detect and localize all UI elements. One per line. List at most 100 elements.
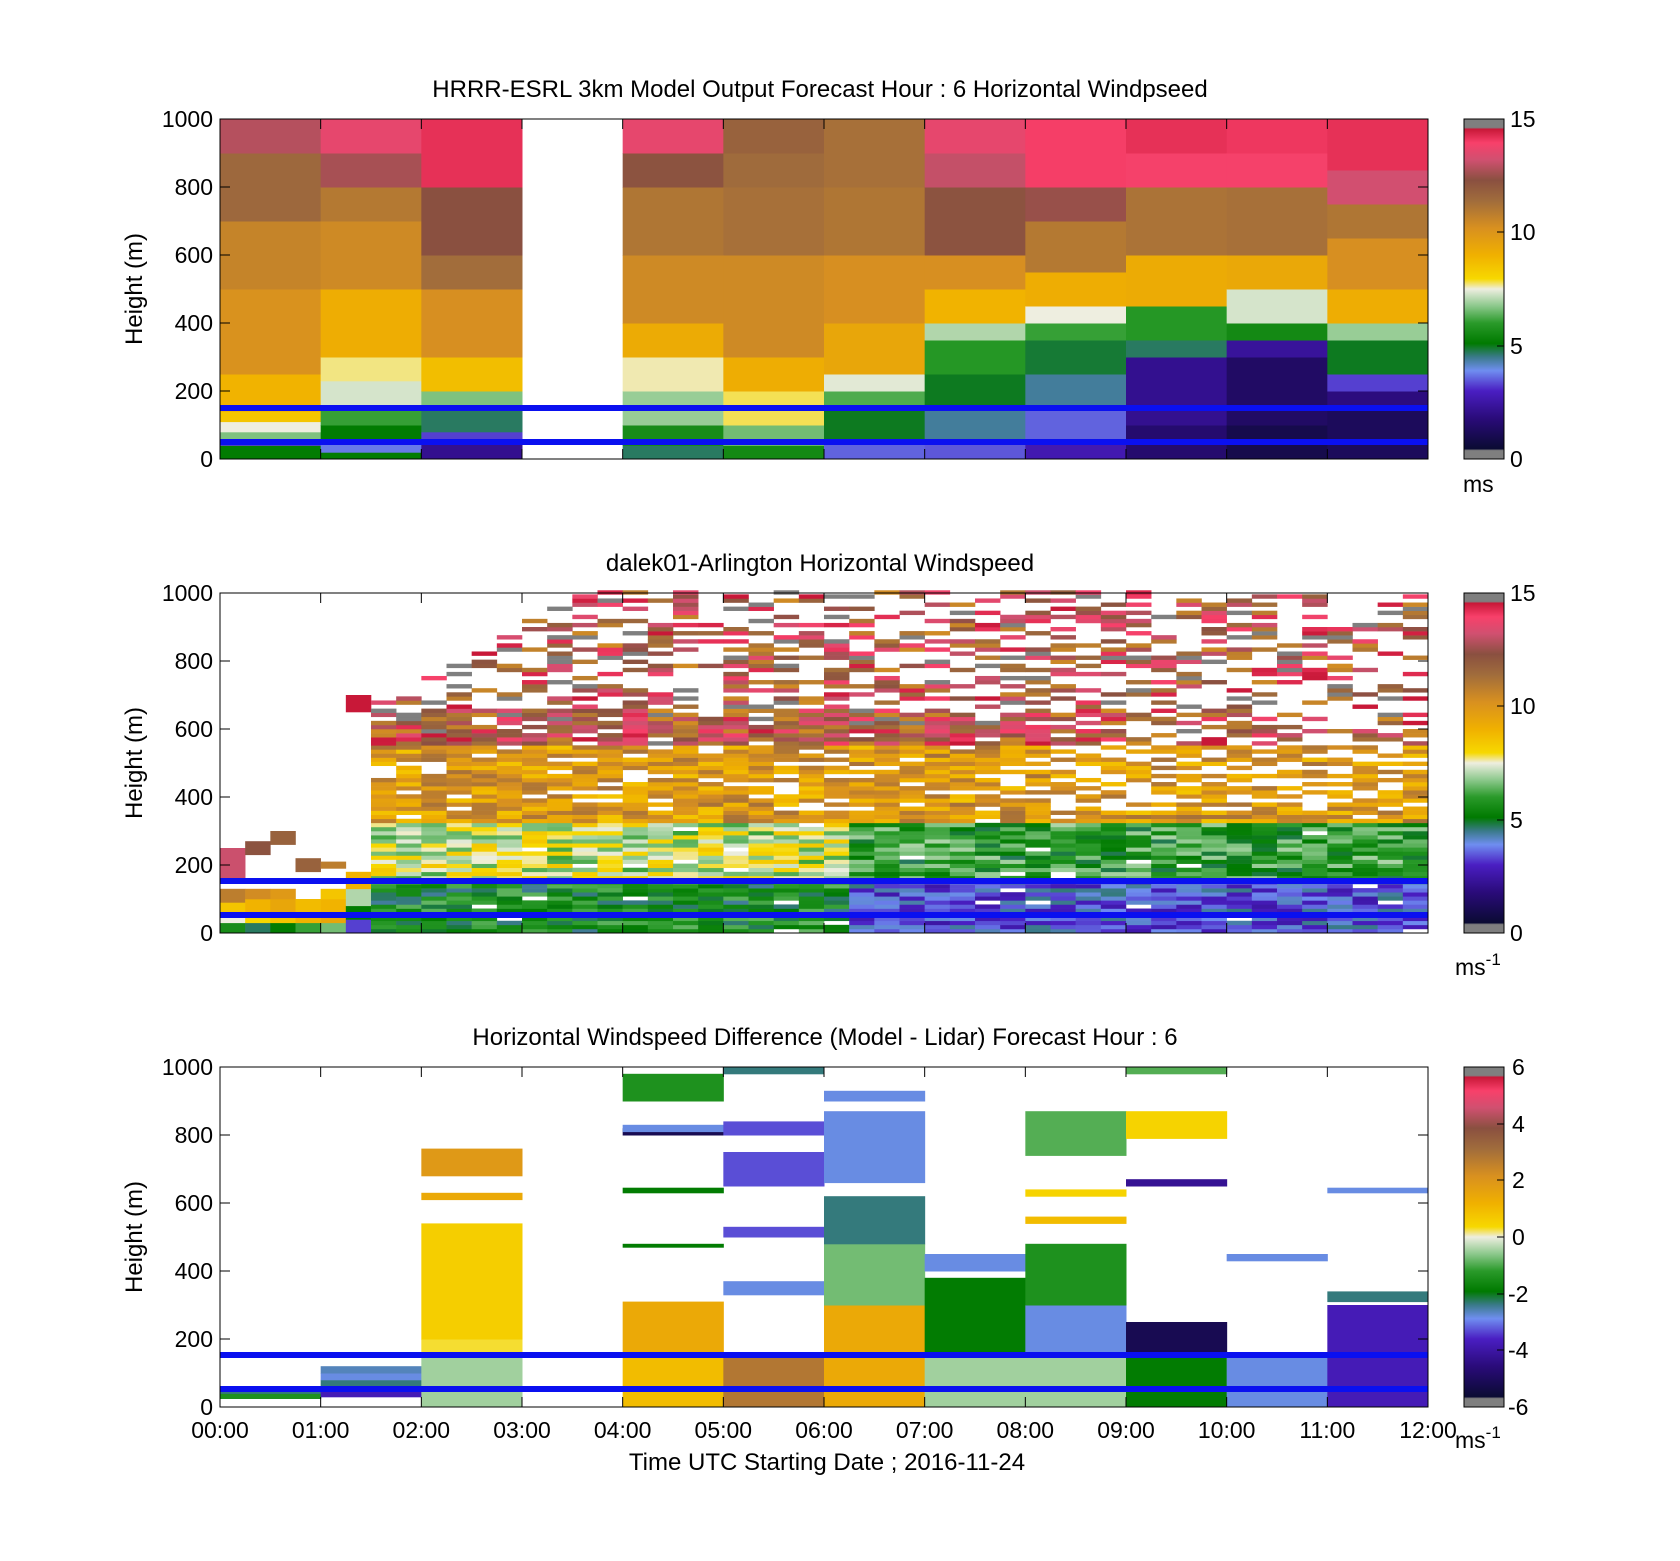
lidar-cell (421, 753, 447, 758)
lidar-cell (1402, 855, 1429, 860)
lidar-cell (496, 737, 523, 742)
lidar-cell (1251, 602, 1278, 607)
lidar-cell (1050, 863, 1076, 869)
lidar-cell (798, 835, 825, 840)
lidar-cell (471, 928, 498, 934)
lidar-cell (597, 671, 623, 677)
lidar-cell (899, 900, 925, 905)
lidar-cell (1251, 896, 1278, 901)
lidar-cell (1075, 712, 1102, 718)
lidar-cell (1251, 635, 1278, 640)
lidar-cell (1100, 814, 1127, 820)
lidar-cell (1327, 688, 1353, 693)
lidar-cell (547, 737, 573, 742)
lidar-cell (849, 737, 875, 742)
lidar-cell (1050, 888, 1076, 893)
lidar-cell (723, 716, 749, 722)
lidar-cell (899, 635, 925, 640)
lidar-cell (1000, 635, 1026, 640)
lidar-cell (673, 704, 699, 709)
lidar-cell (1277, 822, 1303, 828)
lidar-cell (1025, 798, 1051, 803)
lidar-cell (798, 712, 825, 718)
lidar-cell (1226, 814, 1253, 820)
lidar-cell (1100, 745, 1127, 750)
lidar-cell (798, 794, 825, 799)
lidar-cell (446, 745, 472, 750)
lidar-cell (1201, 855, 1227, 860)
heatmap-cell (1126, 1356, 1228, 1408)
lidar-cell (1126, 737, 1152, 742)
heatmap-cell (320, 452, 422, 460)
lidar-cell (1402, 851, 1429, 856)
lidar-cell (1151, 855, 1177, 860)
lidar-cell (874, 831, 900, 836)
lidar-cell (773, 802, 800, 807)
lidar-cell (698, 896, 724, 901)
lidar-cell (1000, 798, 1026, 803)
lidar-cell (1176, 786, 1202, 791)
lidar-cell (1201, 831, 1227, 836)
lidar-cell (320, 888, 347, 900)
lidar-cell (975, 822, 1001, 828)
lidar-cell (496, 696, 523, 701)
lidar-cell (1277, 814, 1303, 820)
lidar-cell (547, 765, 573, 771)
lidar-cell (924, 602, 951, 607)
lidar-cell (547, 639, 573, 644)
heatmap-cell (622, 255, 724, 324)
lidar-cell (1251, 729, 1278, 734)
lidar-cell (371, 867, 397, 873)
lidar-cell (421, 720, 447, 726)
lidar-cell (1025, 928, 1051, 934)
heatmap-cell (924, 323, 1026, 341)
lidar-cell (1226, 627, 1253, 632)
lidar-cell (723, 704, 749, 709)
lidar-cell (471, 798, 498, 803)
panel-model-y-tick-1000: 1000 (162, 106, 213, 132)
heatmap-cell (1327, 374, 1429, 392)
lidar-cell (1302, 863, 1328, 869)
lidar-cell (798, 892, 825, 897)
lidar-cell (899, 724, 925, 730)
lidar-cell (1176, 790, 1202, 795)
lidar-cell (547, 700, 573, 705)
lidar-cell (345, 888, 372, 907)
lidar-cell (1075, 794, 1102, 799)
lidar-cell (899, 835, 925, 840)
lidar-cell (597, 737, 623, 742)
lidar-cell (421, 749, 447, 754)
heatmap-cell (320, 408, 422, 426)
lidar-cell (874, 851, 900, 856)
lidar-cell (924, 888, 951, 893)
lidar-cell (496, 757, 523, 762)
lidar-cell (723, 822, 749, 828)
lidar-cell (622, 720, 649, 726)
lidar-cell (899, 904, 925, 909)
lidar-cell (975, 675, 1001, 681)
lidar-cell (547, 847, 573, 852)
lidar-cell (824, 859, 850, 864)
lidar-cell (622, 651, 649, 656)
lidar-cell (698, 916, 724, 922)
lidar-cell (622, 716, 649, 722)
lidar-cell (698, 900, 724, 905)
lidar-cell (572, 696, 598, 701)
lidar-cell (949, 863, 976, 869)
lidar-cell (1201, 859, 1227, 864)
lidar-cell (1302, 822, 1328, 828)
lidar-cell (748, 835, 774, 840)
lidar-cell (824, 765, 850, 771)
lidar-cell (597, 769, 623, 775)
lidar-cell (1025, 618, 1051, 624)
lidar-cell (396, 888, 422, 893)
lidar-cell (522, 688, 548, 693)
lidar-cell (572, 631, 598, 636)
lidar-cell (698, 863, 724, 869)
lidar-cell (1402, 859, 1429, 864)
lidar-cell (723, 757, 749, 762)
lidar-cell (622, 757, 649, 762)
lidar-cell (647, 928, 674, 934)
lidar-cell (849, 594, 875, 599)
lidar-cell (572, 806, 598, 811)
